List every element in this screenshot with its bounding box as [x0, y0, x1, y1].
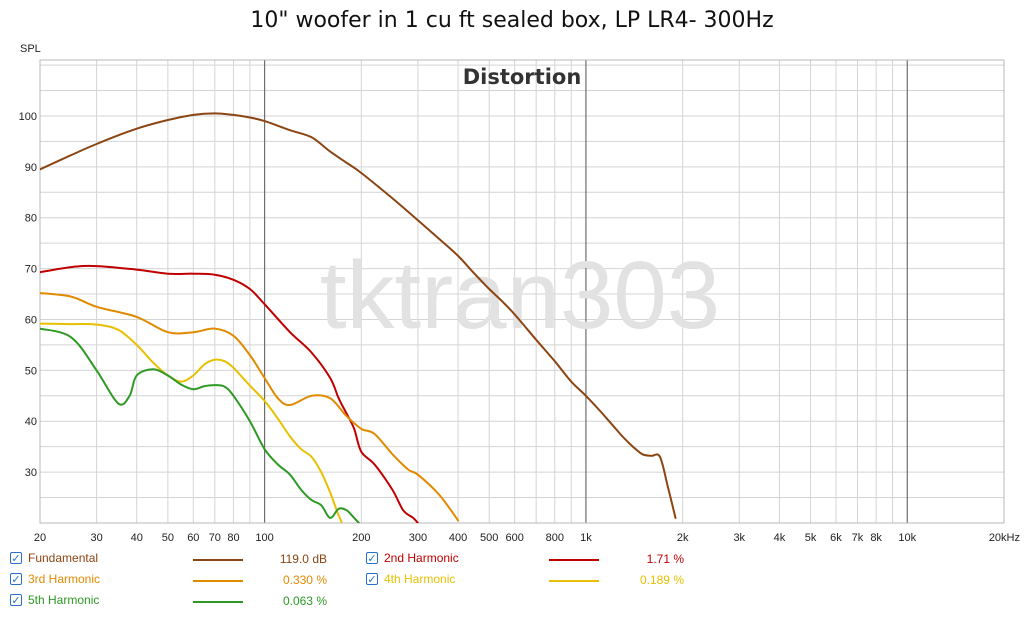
legend-item-5th-harmonic[interactable]: ✓ 5th Harmonic: [10, 593, 99, 607]
legend-item-fundamental[interactable]: ✓ Fundamental: [10, 551, 98, 565]
legend-label: 4th Harmonic: [384, 572, 456, 586]
legend-value: 1.71 %: [646, 552, 684, 566]
x-tick-label: 40: [131, 532, 143, 544]
x-tick-label: 60: [187, 532, 199, 544]
y-tick-label: 100: [19, 111, 37, 123]
series-line-3rd-harmonic: [40, 292, 460, 522]
x-tick-label: 2k: [677, 532, 689, 544]
x-tick-label: 80: [227, 532, 239, 544]
x-tick-label: 5k: [805, 532, 817, 544]
x-tick-label: 7k: [852, 532, 864, 544]
legend-item-4th-harmonic[interactable]: ✓ 4th Harmonic: [366, 572, 455, 586]
x-tick-label: 600: [505, 532, 523, 544]
y-tick-labels: 30 40 50 60 70 80 90 100: [19, 111, 37, 479]
legend-checkbox[interactable]: ✓: [10, 552, 22, 565]
x-tick-label: 30: [90, 532, 102, 544]
x-tick-labels: 20 30 40 50 60 70 80 100 200 300 400 500 600 800 1k 2k 3…: [34, 532, 1020, 544]
legend-swatch: [193, 580, 243, 582]
major-grid: [264, 60, 908, 523]
legend-checkbox[interactable]: ✓: [366, 552, 378, 565]
y-tick-label: 40: [25, 416, 37, 428]
legend-swatch: [549, 559, 599, 561]
x-tick-label: 3k: [733, 532, 745, 544]
x-tick-label: 800: [546, 532, 564, 544]
x-tick-label: 100: [255, 532, 273, 544]
plot-title: Distortion: [463, 65, 582, 89]
series-lines: [40, 112, 677, 523]
series-line-4th-harmonic: [40, 322, 344, 523]
minor-grid: [40, 60, 1004, 523]
legend-label: 2nd Harmonic: [384, 551, 459, 565]
y-tick-label: 60: [25, 314, 37, 326]
x-tick-label: 1k: [580, 532, 592, 544]
x-tick-label: 500: [480, 532, 498, 544]
x-tick-label: 50: [162, 532, 174, 544]
x-tick-label: 70: [209, 532, 221, 544]
legend-item-2nd-harmonic[interactable]: ✓ 2nd Harmonic: [366, 551, 459, 565]
legend-value: 0.063 %: [282, 594, 327, 608]
x-tick-label: 10k: [898, 532, 916, 544]
legend-value: 119.0 dB: [279, 552, 327, 566]
y-tick-label: 90: [25, 162, 37, 174]
x-tick-label: 4k: [774, 532, 786, 544]
legend-checkbox[interactable]: ✓: [366, 573, 378, 586]
series-line-fundamental: [40, 112, 677, 519]
legend-label: Fundamental: [28, 551, 99, 565]
y-tick-label: 30: [25, 467, 37, 479]
y-tick-label: 50: [25, 365, 37, 377]
watermark: tktran303: [320, 242, 720, 349]
legend-swatch: [193, 601, 243, 603]
chart-title: 10" woofer in 1 cu ft sealed box, LP LR4…: [250, 8, 774, 33]
legend-label: 5th Harmonic: [28, 593, 100, 607]
y-tick-label: 80: [25, 213, 37, 225]
x-tick-label: 300: [409, 532, 427, 544]
y-axis-label: SPL: [20, 43, 41, 55]
legend-swatch: [549, 580, 599, 582]
legend-checkbox[interactable]: ✓: [10, 573, 22, 586]
x-tick-label: 6k: [830, 532, 842, 544]
legend-value: 0.189 %: [639, 573, 684, 587]
plot-frame: [39, 59, 1005, 524]
legend-swatch: [193, 559, 243, 561]
legend-label: 3rd Harmonic: [28, 572, 101, 586]
x-tick-label: 400: [449, 532, 467, 544]
legend-checkbox[interactable]: ✓: [10, 594, 22, 607]
x-tick-label: 200: [352, 532, 370, 544]
legend-value: 0.330 %: [282, 573, 327, 587]
x-tick-label: 8k: [870, 532, 882, 544]
series-line-2nd-harmonic: [40, 264, 419, 523]
y-tick-label: 70: [25, 264, 37, 276]
x-tick-label: 20: [34, 532, 46, 544]
legend-item-3rd-harmonic[interactable]: ✓ 3rd Harmonic: [10, 572, 100, 586]
series-line-5th-harmonic: [40, 327, 361, 523]
x-tick-label: 20kHz: [989, 532, 1020, 544]
